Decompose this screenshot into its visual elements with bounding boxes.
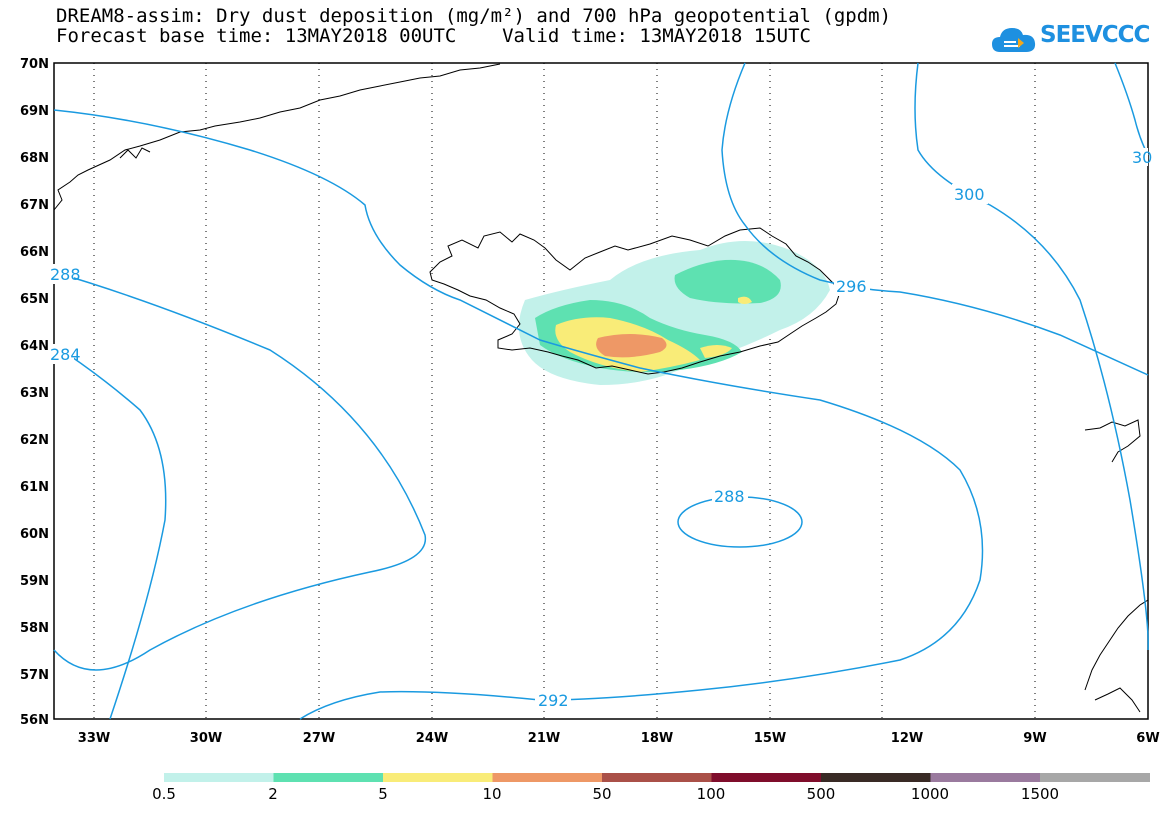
legend-swatch — [1040, 773, 1150, 782]
lat-label: 68N — [20, 151, 49, 166]
contour-300 — [914, 62, 1149, 651]
dust-deposition-shading — [518, 241, 830, 385]
legend-swatch — [821, 773, 931, 782]
legend-label: 5 — [378, 785, 388, 803]
legend-label: 1000 — [911, 785, 949, 803]
lon-label: 15W — [754, 731, 786, 746]
legend-label: 500 — [807, 785, 836, 803]
contour-288-west — [53, 271, 427, 671]
seevccc-logo: SEEVCCC — [990, 20, 1150, 60]
lat-label: 67N — [20, 198, 49, 213]
longitude-labels: 33W 30W 27W 24W 21W 18W 15W 12W 9W 6W — [78, 731, 1160, 746]
lat-label: 61N — [20, 480, 49, 495]
contour-label-288-closed: 288 — [714, 487, 745, 506]
legend-swatch — [930, 773, 1041, 782]
contour-label-288-west: 288 — [50, 265, 81, 284]
contour-label-296: 296 — [836, 277, 867, 296]
legend-swatch — [602, 773, 712, 782]
lat-label: 65N — [20, 292, 49, 307]
legend-color-bar — [164, 773, 1150, 782]
lon-label: 24W — [416, 731, 448, 746]
contour-label-284: 284 — [50, 345, 81, 364]
legend-swatch — [164, 773, 274, 782]
geopotential-contours — [53, 62, 1149, 720]
legend-label: 10 — [482, 785, 501, 803]
legend-label: 1500 — [1021, 785, 1059, 803]
lon-label: 12W — [891, 731, 923, 746]
contour-labels: 300 30 296 288 292 288 284 — [50, 148, 1152, 710]
lat-label: 69N — [20, 104, 49, 119]
legend-label: 0.5 — [152, 785, 176, 803]
contour-296 — [721, 62, 1149, 376]
legend-swatch — [492, 773, 603, 782]
lon-label: 21W — [528, 731, 560, 746]
lat-label: 59N — [20, 574, 49, 589]
lat-label: 56N — [20, 713, 49, 728]
title-line-2: Forecast base time: 13MAY2018 00UTC Vali… — [56, 25, 811, 47]
gridlines — [93, 63, 1036, 719]
lat-label: 63N — [20, 386, 49, 401]
lat-label: 62N — [20, 433, 49, 448]
contour-292 — [53, 109, 984, 720]
lon-label: 33W — [78, 731, 110, 746]
lon-label: 30W — [190, 731, 222, 746]
coastlines — [53, 63, 1149, 713]
logo-text: SEEVCCC — [1040, 22, 1150, 48]
lat-label: 57N — [20, 668, 49, 683]
lat-label: 58N — [20, 621, 49, 636]
legend-label: 2 — [268, 785, 278, 803]
legend-label: 50 — [592, 785, 611, 803]
lat-label: 66N — [20, 245, 49, 260]
contour-284 — [53, 344, 167, 720]
legend-swatch — [273, 773, 384, 782]
legend-swatch — [383, 773, 493, 782]
legend-swatch — [711, 773, 822, 782]
contour-label-300: 300 — [954, 185, 985, 204]
lat-label: 70N — [20, 57, 49, 72]
contour-30x — [1114, 62, 1149, 156]
map-frame — [53, 62, 1149, 720]
lon-label: 6W — [1136, 731, 1159, 746]
chart-header: DREAM8-assim: Dry dust deposition (mg/m²… — [56, 6, 891, 46]
legend-label: 100 — [697, 785, 726, 803]
contour-label-292: 292 — [538, 691, 569, 710]
latitude-labels: 70N 69N 68N 67N 66N 65N 64N 63N 62N 61N … — [20, 57, 49, 728]
lat-label: 64N — [20, 339, 49, 354]
legend-labels: 0.5 2 5 10 50 100 500 1000 1500 — [152, 785, 1059, 803]
lon-label: 27W — [303, 731, 335, 746]
lat-label: 60N — [20, 527, 49, 542]
contour-label-30: 30 — [1132, 148, 1152, 167]
lon-label: 9W — [1023, 731, 1046, 746]
lon-label: 18W — [641, 731, 673, 746]
cloud-icon — [992, 28, 1036, 52]
title-line-1: DREAM8-assim: Dry dust deposition (mg/m²… — [56, 5, 892, 27]
